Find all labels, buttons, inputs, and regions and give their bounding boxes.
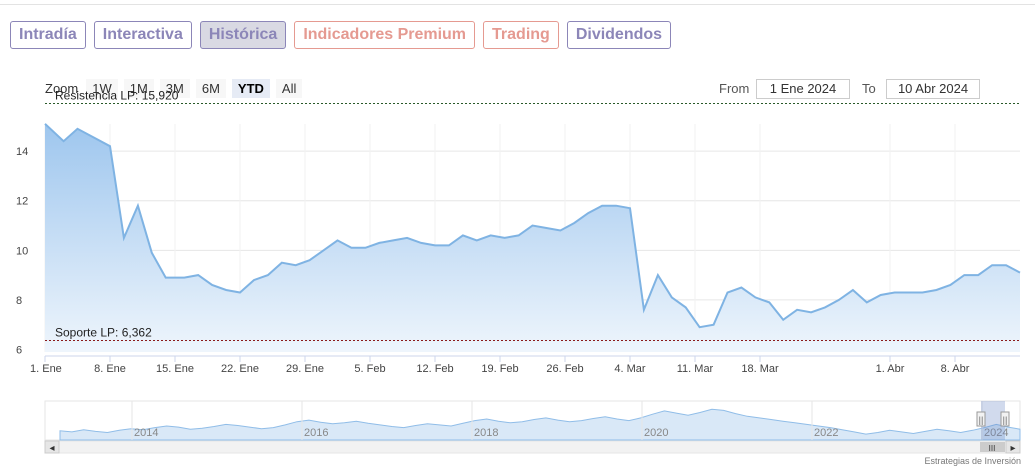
navigator-series	[59, 408, 1021, 441]
resistance-label: Resistencia LP: 15,920	[55, 89, 179, 103]
x-tick-label: 8. Abr	[941, 363, 970, 375]
x-tick-label: 22. Ene	[221, 363, 259, 375]
zoom-bar: Zoom 1W 1M 3M 6M YTD All	[45, 79, 308, 98]
navigator-handle-grip: ||	[1003, 415, 1008, 425]
x-tick-label: 29. Ene	[286, 363, 324, 375]
y-tick-label: 12	[16, 196, 28, 208]
zoom-button-1w[interactable]: 1W	[86, 79, 118, 98]
to-label: To	[862, 81, 876, 96]
zoom-button-6m[interactable]: 6M	[195, 79, 226, 98]
tab-interactiva[interactable]: Interactiva	[93, 21, 192, 49]
navigator-year-label: 2024	[984, 427, 1008, 439]
y-tick-label: 8	[16, 295, 22, 307]
tab-trading[interactable]: Trading	[483, 21, 559, 49]
scroll-right-arrow-icon: ▸	[1010, 443, 1015, 454]
scroll-left-button[interactable]	[44, 440, 60, 454]
y-tick-label: 6	[16, 345, 22, 357]
zoom-button-all[interactable]: All	[275, 79, 303, 98]
price-area	[45, 123, 1020, 352]
chart-tabs: Intradía Interactiva Histórica Indicadores …	[10, 21, 672, 49]
tab-intrad-a[interactable]: Intradía	[10, 21, 86, 49]
y-tick-label: 14	[16, 146, 28, 158]
price-line[interactable]	[44, 123, 1021, 329]
navigator-handle-grip: ||	[979, 415, 984, 425]
to-date-input[interactable]: 10 Abr 2024	[886, 79, 980, 99]
tab-indicadores-premium[interactable]: Indicadores Premium	[294, 21, 476, 49]
navigator-year-label: 2014	[134, 427, 158, 439]
navigator-handle[interactable]	[1000, 411, 1010, 427]
scrollbar-thumb[interactable]	[980, 442, 1005, 452]
support-label: Soporte LP: 6,362	[55, 326, 152, 340]
from-date-input[interactable]: 1 Ene 2024	[756, 79, 850, 99]
x-tick-label: 12. Feb	[416, 363, 453, 375]
navigator-year-label: 2022	[814, 427, 838, 439]
tab-dividendos[interactable]: Dividendos	[566, 21, 672, 49]
zoom-button-3m[interactable]: 3M	[159, 79, 190, 98]
credit-label: Estrategias de Inversión	[924, 456, 1021, 466]
zoom-label: Zoom	[45, 81, 79, 96]
x-tick-label: 26. Feb	[546, 363, 583, 375]
top-divider	[0, 4, 1035, 5]
x-tick-label: 19. Feb	[481, 363, 518, 375]
scrollbar-grip-icon: III	[989, 444, 996, 453]
x-tick-label: 5. Feb	[354, 363, 385, 375]
scroll-right-button[interactable]	[1005, 440, 1021, 454]
x-tick-label: 11. Mar	[677, 363, 714, 375]
zoom-button-1m[interactable]: 1M	[123, 79, 154, 98]
x-tick-label: 8. Ene	[94, 363, 126, 375]
x-tick-label: 15. Ene	[156, 363, 194, 375]
x-tick-label: 4. Mar	[614, 363, 646, 375]
from-label: From	[719, 81, 750, 96]
scroll-left-arrow-icon: ◂	[49, 443, 54, 454]
x-tick-label: 18. Mar	[741, 363, 779, 375]
x-tick-label: 1. Ene	[30, 363, 62, 375]
scrollbar-track[interactable]	[44, 440, 1021, 454]
x-tick-label: 1. Abr	[876, 363, 905, 375]
navigator-year-label: 2016	[304, 427, 328, 439]
zoom-button-ytd[interactable]: YTD	[231, 79, 270, 98]
y-tick-label: 10	[16, 245, 28, 257]
navigator-year-label: 2018	[474, 427, 498, 439]
navigator-handle[interactable]	[976, 411, 986, 427]
navigator-year-label: 2020	[644, 427, 668, 439]
tab-hist-rica[interactable]: Histórica	[199, 21, 287, 49]
